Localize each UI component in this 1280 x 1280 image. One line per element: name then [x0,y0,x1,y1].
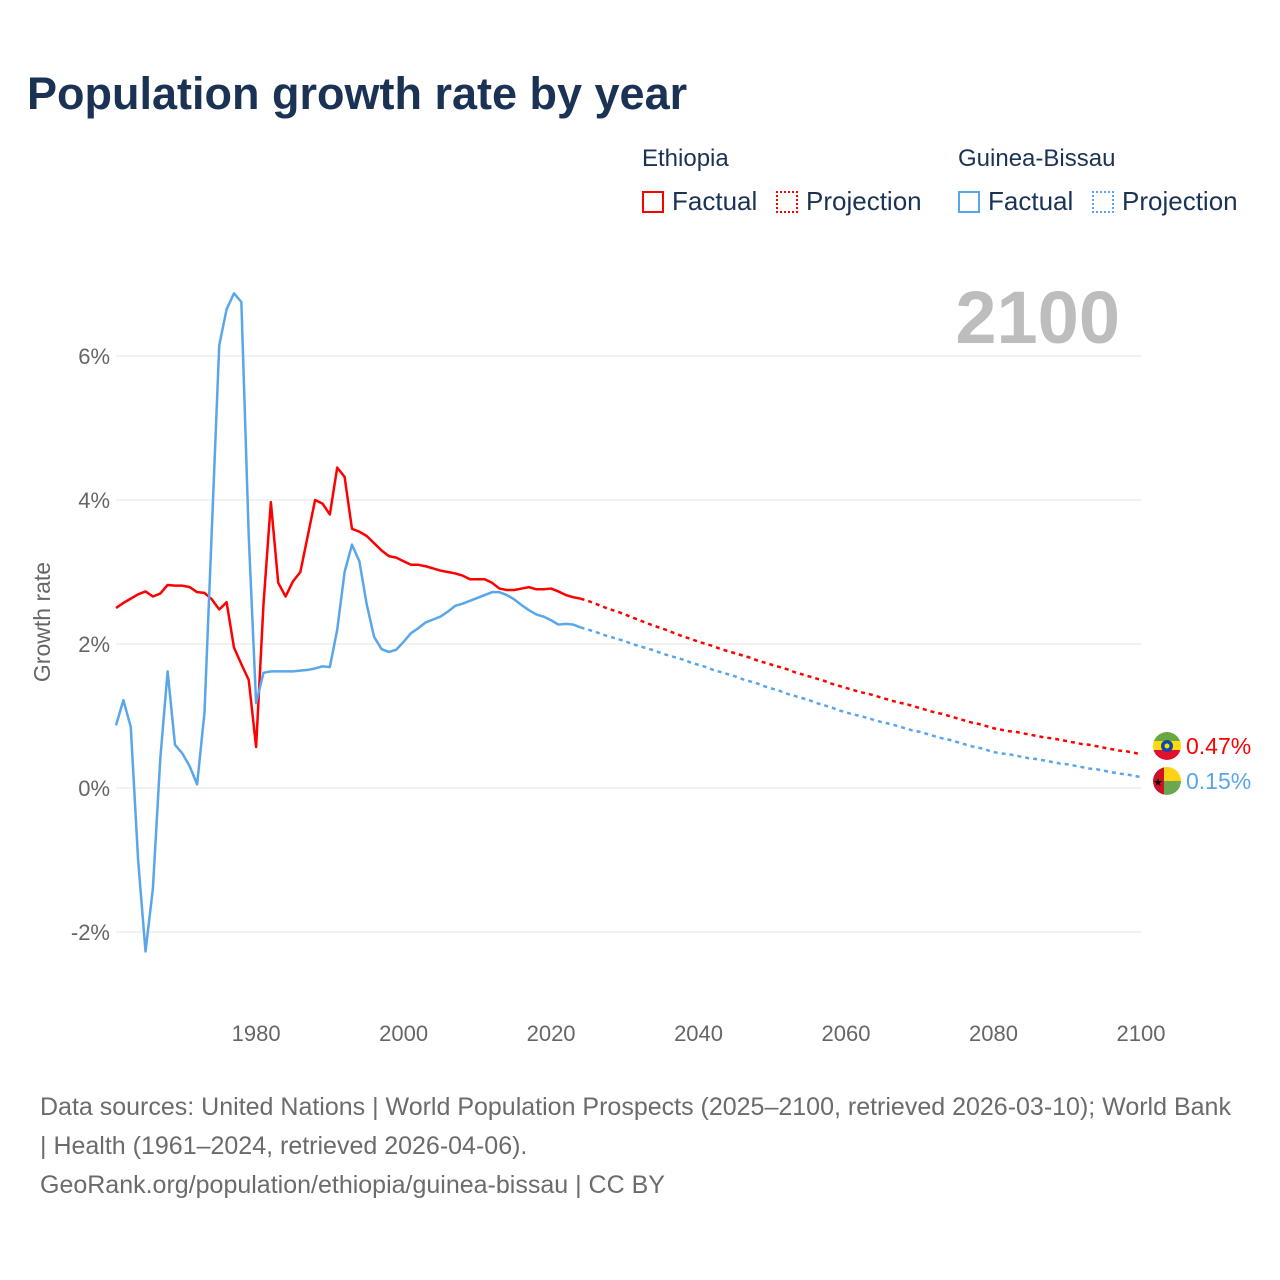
dotted-swatch-icon [776,190,798,213]
legend-label: Factual [672,186,758,216]
x-tick-label: 2080 [969,1021,1018,1046]
guinea-bissau-factual-line [114,292,582,953]
legend-group-guinea-bissau: Guinea-Bissau [958,145,1116,172]
source-note: Data sources: United Nations | World Pop… [40,1088,1240,1205]
y-axis-label: Growth rate [29,562,55,682]
y-tick-label: -2% [71,920,110,945]
page-title: Population growth rate by year [27,68,688,119]
y-tick-label: 2% [78,632,110,657]
legend-label: Factual [988,186,1074,216]
legend-label: Projection [1122,186,1238,216]
x-tick-label: 1980 [232,1021,281,1046]
legend-guinea-bissau-projection[interactable]: Projection [1092,186,1238,217]
solid-swatch-icon [642,190,664,213]
legend-guinea-bissau-factual[interactable]: Factual [958,186,1073,217]
legend-ethiopia-factual[interactable]: Factual [642,186,757,217]
source-link[interactable]: GeoRank.org/population/ethiopia/guinea-b… [40,1171,665,1199]
ethiopia-flag-icon [1153,732,1181,760]
y-tick-label: 6% [78,344,110,369]
solid-swatch-icon [958,190,980,213]
guinea-bissau-flag-icon: ★ [1153,767,1181,795]
ethiopia-end-label: 0.47% [1186,733,1251,759]
x-tick-label: 2040 [674,1021,723,1046]
ethiopia-factual-line [115,466,581,749]
guinea-bissau-end-label: 0.15% [1186,768,1251,794]
legend-label: Projection [806,186,922,216]
y-tick-label: 4% [78,488,110,513]
x-tick-label: 2060 [822,1021,871,1046]
current-year-watermark: 2100 [955,276,1120,359]
source-text: Data sources: United Nations | World Pop… [40,1093,1231,1160]
y-tick-label: 0% [78,776,110,801]
ethiopia-projection-line [580,597,1142,756]
x-tick-label: 2100 [1117,1021,1166,1046]
line-chart: -2%0%2%4%6%1980 2000 2020 2040 2060 2080 2100 … [29,276,1251,1046]
svg-text:★: ★ [1153,777,1163,789]
dotted-swatch-icon [1092,190,1114,213]
legend-ethiopia-projection[interactable]: Projection [776,186,922,217]
x-tick-label: 2020 [527,1021,576,1046]
x-tick-label: 2000 [379,1021,428,1046]
legend-group-ethiopia: Ethiopia [642,145,729,172]
guinea-bissau-projection-line [580,626,1142,779]
